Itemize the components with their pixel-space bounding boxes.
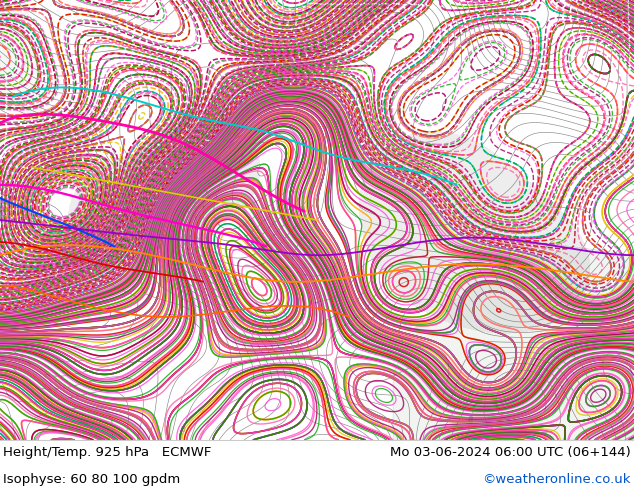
Text: Mo 03-06-2024 06:00 UTC (06+144): Mo 03-06-2024 06:00 UTC (06+144) bbox=[390, 446, 631, 459]
Text: 89: 89 bbox=[463, 38, 470, 47]
Text: ©weatheronline.co.uk: ©weatheronline.co.uk bbox=[482, 472, 631, 486]
Text: Height/Temp. 925 hPa   ECMWF: Height/Temp. 925 hPa ECMWF bbox=[3, 446, 212, 459]
Polygon shape bbox=[393, 242, 634, 440]
Polygon shape bbox=[0, 0, 51, 123]
Text: 59: 59 bbox=[469, 414, 475, 422]
Text: 89: 89 bbox=[181, 424, 188, 433]
Text: Isophyse: 60 80 100 gpdm: Isophyse: 60 80 100 gpdm bbox=[3, 472, 181, 486]
